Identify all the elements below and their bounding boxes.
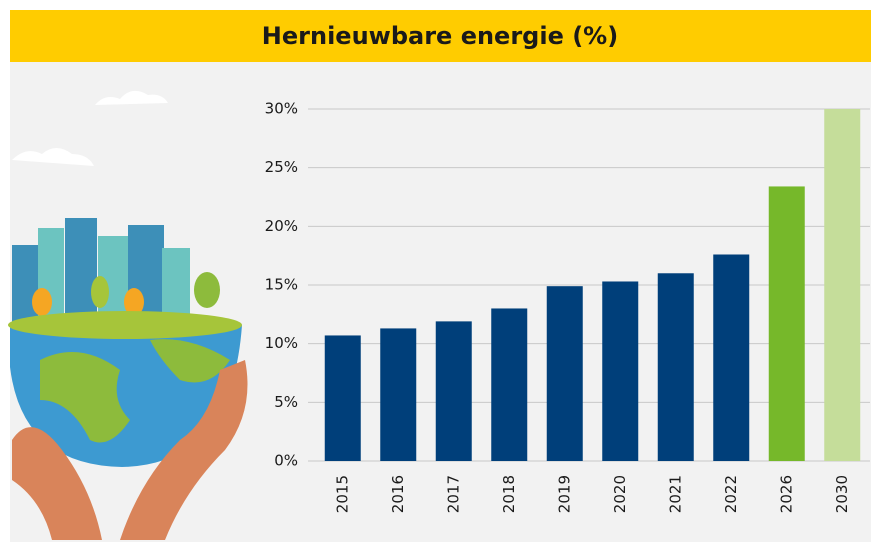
y-tick-label: 30% — [265, 100, 298, 118]
y-tick-label: 5% — [274, 393, 298, 411]
chart-title: Hernieuwbare energie (%) — [262, 22, 618, 50]
y-tick-label: 10% — [265, 334, 298, 352]
bar — [491, 308, 527, 461]
bar — [713, 254, 749, 461]
x-tick-label: 2026 — [777, 475, 795, 513]
bar — [436, 321, 472, 461]
x-tick-label: 2018 — [500, 475, 518, 513]
x-tick-label: 2021 — [666, 475, 684, 513]
y-tick-label: 15% — [265, 276, 298, 294]
x-tick-label: 2020 — [611, 475, 629, 513]
bar — [658, 273, 694, 461]
y-tick-label: 0% — [274, 452, 298, 470]
bar — [325, 335, 361, 461]
y-tick-label: 20% — [265, 217, 298, 235]
bar — [380, 328, 416, 461]
bar — [547, 286, 583, 461]
x-tick-label: 2017 — [444, 475, 462, 513]
bar — [824, 109, 860, 461]
chart: Hernieuwbare energie (%) 0% 5% 10% 15% 20% 25… — [0, 0, 881, 548]
bar — [602, 281, 638, 461]
x-tick-label: 2022 — [722, 475, 740, 513]
x-tick-label: 2019 — [555, 475, 573, 513]
x-tick-label: 2015 — [333, 475, 351, 513]
bar — [769, 186, 805, 461]
x-tick-label: 2030 — [833, 475, 851, 513]
y-tick-label: 25% — [265, 158, 298, 176]
x-tick-label: 2016 — [389, 475, 407, 513]
